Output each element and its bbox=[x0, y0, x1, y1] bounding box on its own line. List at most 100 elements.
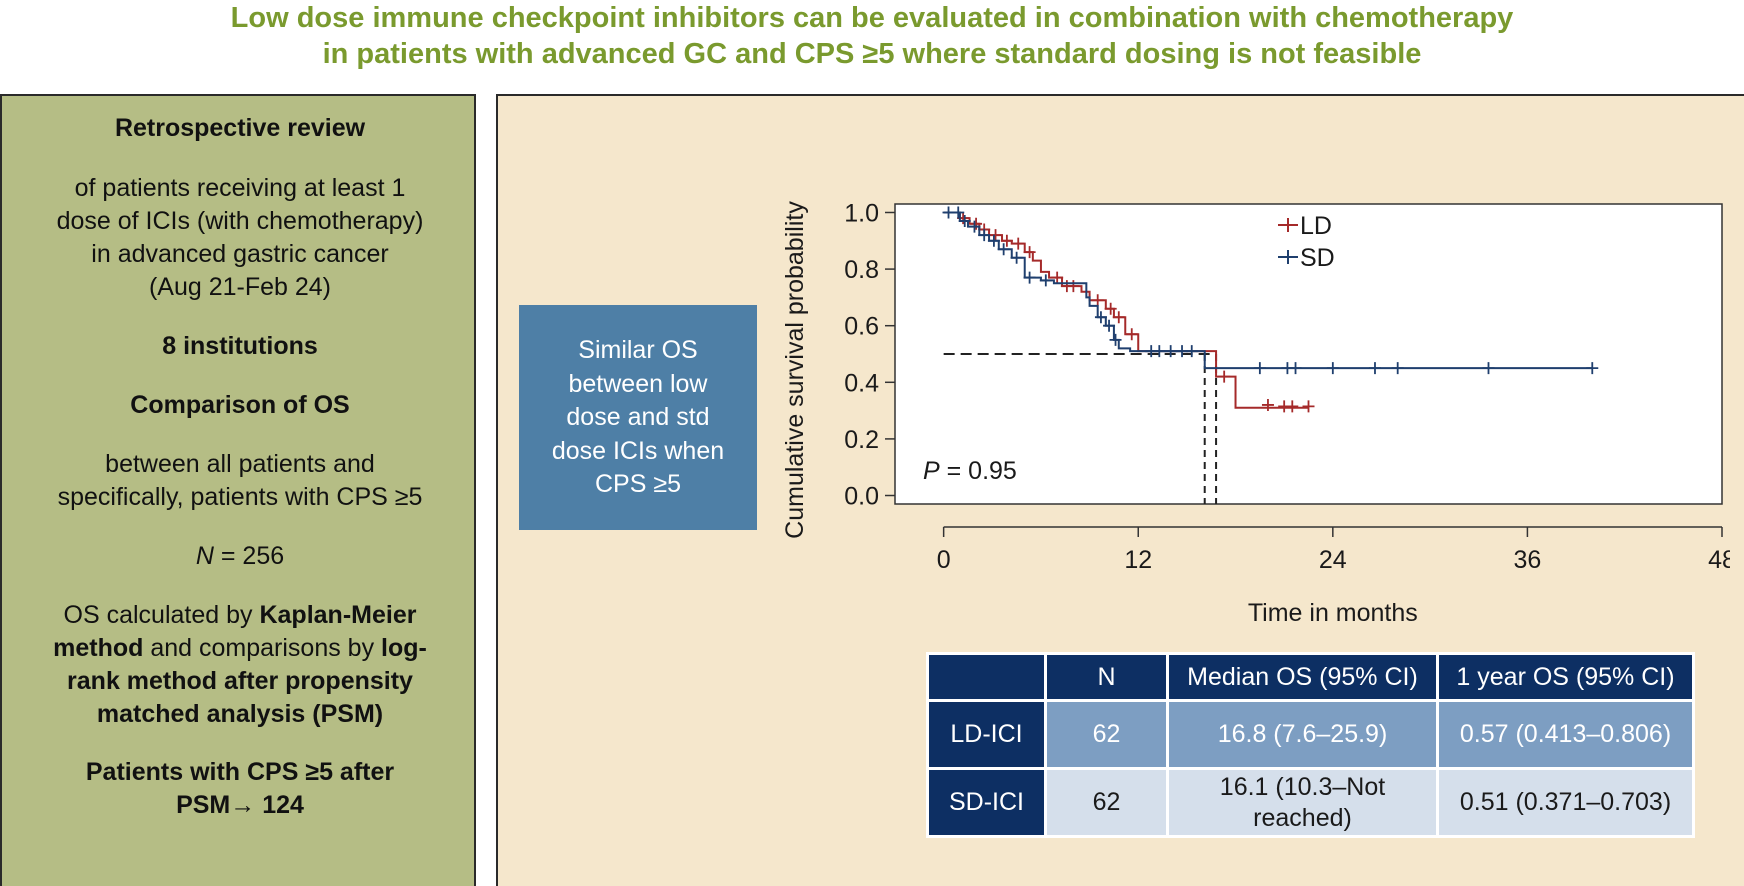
description-line: of patients receiving at least 1 bbox=[74, 174, 406, 202]
y-tick-label: 0.2 bbox=[844, 426, 879, 454]
table-row: LD-ICI 62 16.8 (7.6–25.9) 0.57 (0.413–0.… bbox=[926, 699, 1695, 770]
censor-mark-ld bbox=[1051, 271, 1064, 284]
censor-mark-sd bbox=[958, 214, 971, 227]
censor-mark-ld bbox=[1261, 398, 1274, 411]
legend-label-ld: LD bbox=[1300, 212, 1332, 240]
x-tick-label: 12 bbox=[1124, 546, 1152, 574]
x-axis-title: Time in months bbox=[1248, 599, 1418, 627]
x-tick-label: 0 bbox=[937, 546, 951, 574]
cps-line: Patients with CPS ≥5 after bbox=[85, 758, 395, 786]
censor-mark-sd bbox=[987, 234, 1000, 247]
table-header-one-year-os: 1 year OS (95% CI) bbox=[1436, 652, 1695, 702]
censor-mark-sd bbox=[1164, 345, 1177, 358]
table-row: SD-ICI 62 16.1 (10.3–Not reached) 0.51 (0… bbox=[926, 767, 1695, 838]
median-os-text: 16.8 (7.6–25.9) bbox=[1217, 720, 1388, 748]
cps-line: PSM→ 124 bbox=[176, 791, 304, 819]
censor-mark-sd bbox=[1153, 345, 1166, 358]
censor-mark-sd bbox=[1586, 362, 1599, 375]
title-line-1: Low dose immune checkpoint inhibitors ca… bbox=[230, 2, 1514, 34]
x-tick-label: 24 bbox=[1319, 546, 1347, 574]
os-summary-table: N Median OS (95% CI) 1 year OS (95% CI) … bbox=[926, 652, 1695, 838]
censor-mark-sd bbox=[1368, 362, 1381, 375]
censor-mark-sd bbox=[1289, 362, 1302, 375]
conclusion-line: CPS ≥5 bbox=[595, 470, 681, 498]
sample-size: N = 256 bbox=[2, 540, 478, 573]
conclusion-line: dose and std bbox=[566, 403, 710, 431]
conclusion-line: Similar OS bbox=[578, 336, 698, 364]
censor-mark-ld bbox=[1286, 400, 1299, 413]
conclusion-line: dose ICIs when bbox=[551, 436, 725, 465]
censor-mark-sd bbox=[1326, 362, 1339, 375]
censor-mark-ld bbox=[1012, 237, 1025, 250]
description-line: dose of ICIs (with chemotherapy) bbox=[56, 207, 424, 235]
p-value-label: P bbox=[923, 457, 940, 485]
title-line-2: in patients with advanced GC and CPS ≥5 … bbox=[322, 38, 1422, 70]
censor-mark-sd bbox=[1103, 319, 1116, 332]
comparison-line: between all patients and bbox=[105, 450, 375, 478]
method-bold-text: method bbox=[53, 634, 144, 662]
censor-mark-sd bbox=[1253, 362, 1266, 375]
censor-mark-sd bbox=[952, 206, 965, 219]
censor-mark-ld bbox=[1067, 280, 1080, 293]
km-survival-chart: 0.0 0.2 0.4 0.6 0.8 1.0 0 12 24 36 48 Time in month… bbox=[781, 199, 1730, 627]
row-label: LD-ICI bbox=[926, 699, 1047, 770]
survival-curve-sd bbox=[943, 211, 1593, 370]
y-tick-label: 0.8 bbox=[844, 256, 879, 284]
method-bold-text: rank method after propensity bbox=[67, 667, 413, 695]
censor-mark-ld bbox=[970, 217, 983, 230]
censor-mark-ld bbox=[1112, 311, 1125, 324]
cell-one-year-os: 0.57 (0.413–0.806) bbox=[1436, 699, 1695, 770]
y-tick-label: 0.6 bbox=[844, 313, 879, 341]
legend-marker-sd bbox=[1278, 250, 1298, 264]
institutions-count: 8 institutions bbox=[162, 332, 318, 360]
cell-median-os: 16.1 (10.3–Not reached) bbox=[1166, 767, 1439, 838]
censor-mark-ld bbox=[1023, 246, 1036, 259]
comparison-heading: Comparison of OS bbox=[130, 391, 350, 419]
censor-mark-ld bbox=[1091, 294, 1104, 307]
censor-mark-sd bbox=[1109, 333, 1122, 346]
censor-mark-ld bbox=[1302, 400, 1315, 413]
table-header-median-os: Median OS (95% CI) bbox=[1166, 652, 1439, 702]
censor-mark-sd bbox=[1094, 311, 1107, 324]
cell-one-year-os: 0.51 (0.371–0.703) bbox=[1436, 767, 1695, 838]
median-os-text: 16.1 (10.3–Not bbox=[1219, 772, 1386, 801]
comparison-description: between all patients and specifically, p… bbox=[2, 448, 478, 514]
censor-mark-sd bbox=[1482, 362, 1495, 375]
description-line: in advanced gastric cancer bbox=[91, 240, 389, 268]
comparison-line: specifically, patients with CPS ≥5 bbox=[57, 483, 423, 511]
method-bold-text: Kaplan-Meier bbox=[259, 601, 417, 629]
table-header-n: N bbox=[1044, 652, 1169, 702]
n-value: = 256 bbox=[213, 542, 285, 570]
table-header-row: N Median OS (95% CI) 1 year OS (95% CI) bbox=[926, 652, 1695, 702]
p-value-annotation: P = 0.95 bbox=[923, 457, 1017, 485]
censor-mark-ld bbox=[1125, 328, 1138, 341]
method-text: OS calculated by bbox=[63, 601, 260, 629]
censor-mark-sd bbox=[1039, 274, 1052, 287]
method-text: and comparisons by bbox=[143, 634, 382, 662]
y-tick-label: 1.0 bbox=[844, 199, 879, 227]
description-line: (Aug 21-Feb 24) bbox=[148, 273, 332, 301]
censor-mark-sd bbox=[968, 220, 981, 233]
method-bold-text: log- bbox=[381, 634, 427, 662]
y-tick-label: 0.4 bbox=[844, 369, 879, 397]
censor-mark-sd bbox=[1010, 251, 1023, 264]
cell-n: 62 bbox=[1044, 699, 1169, 770]
cell-median-os: 16.8 (7.6–25.9) bbox=[1166, 699, 1439, 770]
retrospective-description: of patients receiving at least 1 dose of… bbox=[2, 172, 478, 304]
median-os-text: reached) bbox=[1253, 803, 1352, 832]
censor-mark-ld bbox=[989, 229, 1002, 242]
cps-after-psm: Patients with CPS ≥5 after PSM→ 124 bbox=[2, 756, 478, 822]
retrospective-heading: Retrospective review bbox=[114, 114, 366, 142]
study-summary-panel: Retrospective review of patients receivi… bbox=[0, 94, 476, 886]
y-axis-title: Cumulative survival probability bbox=[781, 201, 809, 539]
row-label: SD-ICI bbox=[926, 767, 1047, 838]
method-bold-text: matched analysis (PSM) bbox=[96, 700, 384, 728]
censor-mark-ld bbox=[1218, 370, 1231, 383]
n-label: N bbox=[195, 542, 214, 570]
p-value-number: = 0.95 bbox=[940, 457, 1017, 485]
censor-mark-sd bbox=[1391, 362, 1404, 375]
censor-mark-ld bbox=[1000, 234, 1013, 247]
table-header-blank bbox=[926, 652, 1047, 702]
conclusion-box: Similar OS between low dose and std dose… bbox=[519, 305, 757, 530]
legend-label-sd: SD bbox=[1300, 244, 1335, 272]
